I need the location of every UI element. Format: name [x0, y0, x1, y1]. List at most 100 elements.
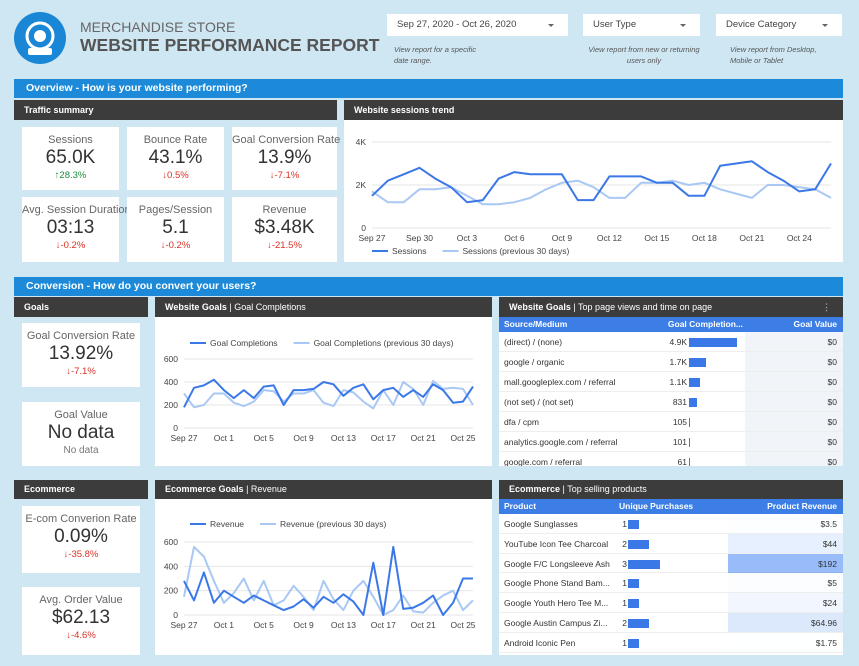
- series-line: [183, 379, 474, 410]
- card-label: Goal Conversion Rate: [232, 134, 341, 146]
- legend-label: Sessions (previous 30 days): [463, 246, 570, 256]
- legend-label: Goal Completions (previous 30 days): [314, 338, 454, 348]
- cell-product: Google F/C Longsleeve Ash: [504, 558, 610, 569]
- row-border: [499, 371, 843, 372]
- x-tick-label: Oct 1: [214, 620, 235, 630]
- table-header: Product Unique Purchases Product Revenue: [499, 499, 843, 514]
- revenue-heat: [728, 593, 843, 613]
- card-delta: -7.1%: [22, 366, 140, 377]
- date-filter[interactable]: Sep 27, 2020 - Oct 26, 2020: [387, 14, 568, 36]
- filter-hint: View report from new or returning users …: [588, 45, 700, 65]
- purchase-bar: [628, 539, 650, 549]
- x-tick-label: Oct 17: [371, 433, 396, 443]
- panel-body: [155, 317, 492, 466]
- cell-source: dfa / cpm: [504, 417, 539, 427]
- title-bold: Website Goals: [165, 302, 227, 312]
- panel-title: Website sessions trend: [344, 100, 843, 120]
- value-column-bg: [745, 332, 843, 466]
- product-table: Product Unique Purchases Product Revenue Go…: [499, 499, 843, 655]
- cell-source: google.com / referral: [504, 457, 582, 466]
- card-value: 43.1%: [148, 147, 203, 168]
- cell-purchases: 2: [622, 618, 627, 628]
- card-delta: -0.2%: [127, 240, 224, 251]
- cell-revenue: $44: [822, 538, 837, 549]
- cell-source: google / organic: [504, 357, 565, 367]
- purchase-bar: [628, 638, 639, 648]
- panel-title: Website Goals | Goal Completions: [155, 297, 492, 317]
- card-delta: -35.8%: [22, 549, 140, 560]
- card-delta: 28.3%: [22, 170, 119, 181]
- cell-goal-value: $0: [827, 377, 837, 387]
- row-border: [499, 431, 843, 432]
- cell-completions: 1.7K: [669, 357, 688, 367]
- cell-revenue: $64.96: [811, 618, 837, 628]
- x-tick-label: Sep 30: [406, 233, 433, 243]
- card-delta: -7.1%: [232, 170, 337, 181]
- column-header: Goal Value: [793, 319, 837, 329]
- x-tick-label: Oct 5: [254, 620, 275, 630]
- device-filter[interactable]: Device Category: [716, 14, 842, 36]
- user-type-filter[interactable]: User Type: [583, 14, 700, 36]
- x-tick-label: Oct 17: [371, 620, 396, 630]
- card-value: $62.13: [51, 607, 111, 628]
- row-border: [499, 351, 843, 352]
- goal-table: Source/Medium Goal Completion... Goal Valu…: [499, 317, 843, 466]
- store-name: MERCHANDISE STORE: [80, 19, 236, 35]
- y-tick-label: 400: [164, 377, 178, 387]
- row-border: [499, 572, 843, 574]
- card-label: E-com Converion Rate: [25, 513, 137, 525]
- card-value: 5.1: [162, 217, 189, 238]
- cell-source: mall.googleplex.com / referral: [504, 377, 616, 387]
- card-label: Goal Value: [54, 409, 108, 421]
- y-tick-label: 0: [173, 610, 178, 620]
- legend-label: Goal Completions: [210, 338, 278, 348]
- filter-hint: View report from Desktop, Mobile or Tabl…: [730, 45, 817, 65]
- row-border: [499, 631, 843, 633]
- card-value: $3.48K: [254, 217, 315, 238]
- title-rest: | Top page views and time on page: [573, 302, 713, 312]
- card-value: 0.09%: [54, 526, 108, 547]
- column-header: Unique Purchases: [619, 501, 694, 511]
- cell-product: Google Austin Campus Zi...: [504, 618, 608, 628]
- y-tick-label: 600: [164, 354, 178, 364]
- completion-bar: [689, 438, 690, 447]
- cell-purchases: 1: [622, 598, 627, 609]
- cell-goal-value: $0: [827, 357, 837, 367]
- section-heading: Conversion - How do you convert your use…: [14, 277, 843, 296]
- cell-completions: 105: [672, 417, 687, 427]
- card-label: Bounce Rate: [143, 134, 208, 146]
- card-value: 03:13: [46, 217, 95, 238]
- row-border: [499, 532, 843, 534]
- logo: [14, 12, 66, 64]
- purchase-bar: [628, 579, 639, 589]
- title-bold: Ecommerce: [509, 484, 561, 494]
- menu-icon[interactable]: ⋮: [822, 302, 831, 312]
- x-tick-label: Sep 27: [359, 233, 386, 243]
- series-line: [183, 545, 473, 616]
- row-border: [499, 552, 843, 554]
- x-tick-label: Oct 9: [293, 433, 314, 443]
- title-rest: | Goal Completions: [229, 302, 306, 312]
- card-label: Pages/Session: [138, 204, 213, 216]
- x-tick-label: Oct 24: [787, 233, 812, 243]
- row-border: [499, 391, 843, 392]
- purchase-bar: [628, 559, 660, 569]
- cell-purchases: 1: [622, 578, 627, 589]
- scorecard: Revenue$3.48K -21.5%: [232, 197, 337, 262]
- card-label: Avg. Order Value: [39, 594, 123, 606]
- column-header: Source/Medium: [504, 319, 568, 329]
- title-rest: | Top selling products: [562, 484, 647, 494]
- cell-product: Google Phone Stand Bam...: [504, 578, 610, 589]
- revenue-heat: [728, 553, 843, 573]
- y-tick-label: 4K: [356, 137, 367, 147]
- x-tick-label: Oct 3: [457, 233, 478, 243]
- x-tick-label: Oct 15: [644, 233, 669, 243]
- legend-label: Revenue: [210, 519, 244, 529]
- cell-source: (direct) / (none): [504, 337, 563, 347]
- cell-product: Google Sunglasses: [504, 519, 578, 529]
- cell-goal-value: $0: [827, 397, 837, 407]
